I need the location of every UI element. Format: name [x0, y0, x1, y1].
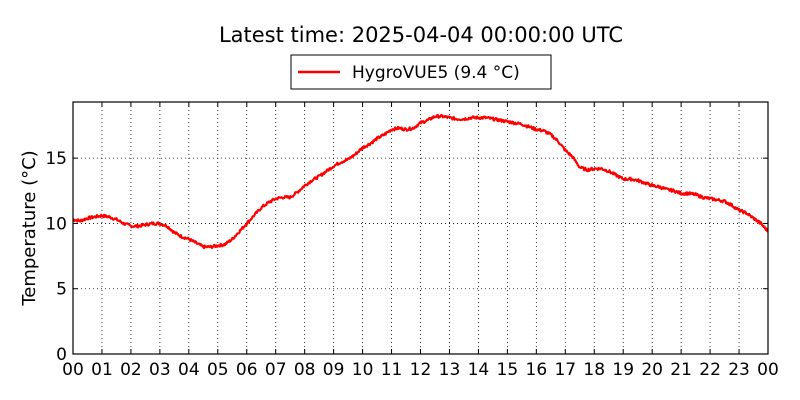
x-tick-label: 21: [670, 360, 692, 380]
x-tick-label: 15: [497, 360, 519, 380]
y-axis-title: Temperature (°C): [19, 150, 40, 306]
grid-lines: [73, 102, 768, 354]
x-tick-label: 14: [468, 360, 490, 380]
y-tick-labels: 0 5 10 15: [45, 149, 67, 365]
x-tick-label: 04: [178, 360, 200, 380]
y-tick-label: 15: [45, 149, 67, 169]
x-tick-label: 00: [62, 360, 84, 380]
x-tick-label: 08: [294, 360, 316, 380]
x-tick-label: 11: [381, 360, 403, 380]
y-tick-label: 0: [56, 345, 67, 365]
x-tick-label: 09: [323, 360, 345, 380]
x-tick-label: 12: [410, 360, 432, 380]
series-line-hygrovue5: [72, 113, 769, 250]
x-tick-label: 01: [91, 360, 113, 380]
legend-entry: HygroVUE5 (9.4 °C): [352, 63, 520, 83]
x-tick-label: 22: [699, 360, 721, 380]
x-tick-labels: 00 01 02 03 04 05 06 07 08 09 10 11 12 13 14 15 16 17 18 19…: [62, 360, 779, 380]
plot-frame: [72, 101, 769, 355]
x-tick-label: 10: [352, 360, 374, 380]
legend: HygroVUE5 (9.4 °C): [290, 54, 552, 90]
y-tick-label: 10: [45, 214, 67, 234]
y-tick-label: 5: [56, 280, 67, 300]
chart-title: Latest time: 2025-04-04 00:00:00 UTC: [219, 23, 623, 47]
tick-marks: [72, 102, 769, 355]
x-tick-label: 17: [554, 360, 576, 380]
x-tick-label: 05: [207, 360, 229, 380]
x-tick-label: 13: [439, 360, 461, 380]
x-tick-label: 03: [149, 360, 171, 380]
x-tick-label: 00: [757, 360, 779, 380]
series-layer: [72, 113, 769, 250]
x-tick-label: 02: [120, 360, 142, 380]
x-tick-label: 18: [583, 360, 605, 380]
x-tick-label: 23: [728, 360, 750, 380]
x-tick-label: 19: [612, 360, 634, 380]
x-tick-label: 20: [641, 360, 663, 380]
x-tick-label: 16: [526, 360, 548, 380]
x-tick-label: 06: [236, 360, 258, 380]
x-tick-label: 07: [265, 360, 287, 380]
